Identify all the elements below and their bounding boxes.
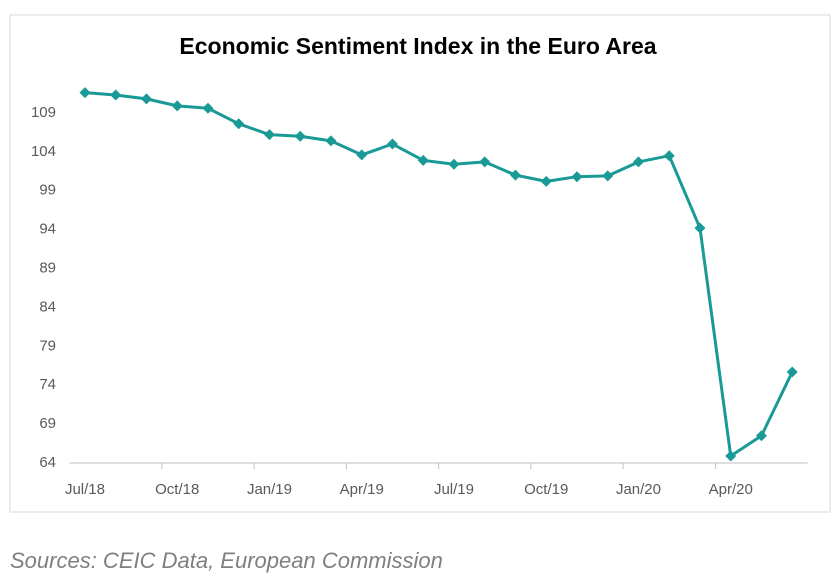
y-tick-label: 64 (39, 454, 56, 471)
marker (356, 149, 368, 161)
marker (755, 430, 767, 442)
marker (233, 118, 245, 130)
marker (140, 93, 152, 105)
marker (663, 150, 675, 162)
y-tick-label: 84 (39, 298, 56, 315)
marker (325, 135, 337, 147)
marker (263, 129, 275, 141)
marker (694, 222, 706, 234)
y-tick-label: 89 (39, 259, 56, 276)
x-tick-label: Jan/19 (247, 481, 292, 498)
y-tick-label: 94 (39, 221, 56, 238)
marker (294, 130, 306, 142)
y-tick-label: 104 (31, 143, 56, 160)
x-tick-label: Oct/18 (155, 481, 199, 498)
marker (448, 158, 460, 170)
y-tick-label: 109 (31, 104, 56, 121)
marker (602, 170, 614, 182)
marker (479, 156, 491, 168)
line (84, 91, 794, 458)
marker (540, 175, 552, 187)
x-tick-label: Apr/20 (709, 481, 753, 498)
x-tick-label: Jul/18 (65, 481, 105, 498)
marker (386, 138, 398, 150)
y-tick-label: 79 (39, 337, 56, 354)
marker (110, 89, 122, 101)
caption: Sources: CEIC Data, European Commission (10, 548, 443, 573)
y-tick-label: 99 (39, 182, 56, 199)
y-tick-label: 74 (39, 376, 56, 393)
marker (632, 156, 644, 168)
chart-frame (9, 14, 831, 513)
marker (202, 102, 214, 114)
marker (509, 169, 521, 181)
marker (79, 87, 91, 99)
x-tick-label: Oct/19 (524, 481, 568, 498)
x-tick-label: Apr/19 (340, 481, 384, 498)
marker (725, 450, 737, 462)
marker (417, 154, 429, 166)
marker (786, 366, 798, 378)
x-tick-label: Jan/20 (616, 481, 661, 498)
x-tick-label: Jul/19 (434, 481, 474, 498)
chart-title: Economic Sentiment Index in the Euro Are… (179, 33, 656, 59)
y-tick-label: 69 (39, 415, 56, 432)
marker (171, 100, 183, 112)
marker (571, 171, 583, 183)
